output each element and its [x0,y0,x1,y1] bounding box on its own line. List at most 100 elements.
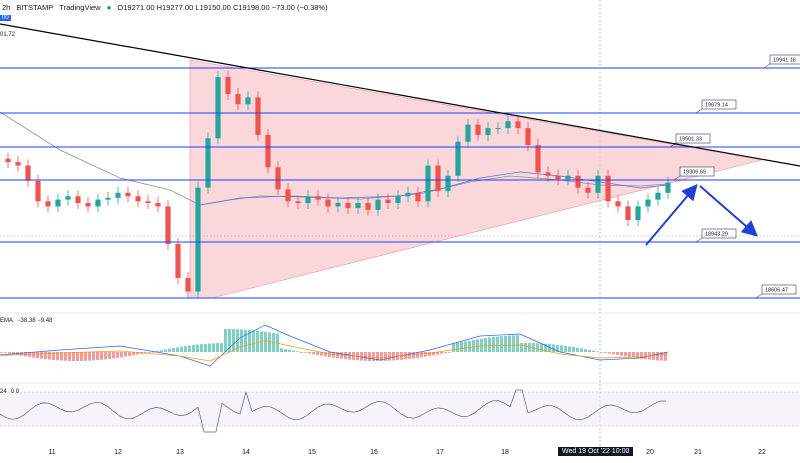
macd-histogram-bar [420,352,423,358]
macd-histogram-bar [340,352,343,359]
macd-histogram-bar [448,352,451,353]
interval-label[interactable]: 2h [2,2,11,12]
macd-histogram-bar [268,332,271,352]
macd-histogram-bar [204,343,207,352]
grid-lines [0,0,800,446]
macd-histogram-bar [212,343,215,352]
candle-body [345,203,351,209]
macd-histogram-bar [64,352,67,361]
level-label: 19501.33 [679,137,702,143]
price-axis-fragment-top: 00 [0,15,11,21]
descending-trendline [0,23,800,167]
candle-body [325,199,331,207]
macd-histogram-bar [196,344,199,352]
time-axis-tick-label: 13 [176,449,184,456]
macd-histogram-bar [136,352,139,355]
macd-histogram-bar [460,342,463,352]
macd-histogram-bar [504,335,507,352]
macd-histogram-bar [608,352,611,354]
macd-histogram-bar [228,329,231,352]
time-axis-tick-label: 18 [501,449,509,456]
time-axis-tick-label: 14 [242,449,250,456]
macd-histogram-bar [312,352,315,355]
macd-histogram-bar [232,329,235,352]
macd-histogram-bar [556,344,559,352]
macd-histogram-bar [588,349,591,352]
macd-histogram-bar [652,352,655,361]
macd-histogram-bar [512,335,515,352]
macd-histogram-bar [632,352,635,358]
macd-histogram-bar [144,352,147,354]
macd-histogram-bar [496,336,499,352]
candle-body [25,165,31,181]
candle-body [635,206,641,221]
macd-histogram-bar [88,352,91,361]
macd-histogram-bar [36,352,39,359]
macd-histogram-bar [20,352,23,356]
candle-body [85,203,91,207]
macd-histogram-bar [276,333,279,352]
macd-histogram-bar [168,348,171,352]
macd-histogram-bar [516,335,519,352]
candle-body [175,243,181,278]
macd-histogram-bar [604,352,607,353]
macd-histogram-bar [304,352,307,353]
macd-histogram-bar [128,352,131,356]
level-label-box [679,166,715,177]
macd-histogram-bar [216,343,219,352]
candle-body [185,277,191,292]
candle-body [215,77,221,139]
macd-histogram-bar [184,346,187,352]
time-axis-tick-label: 21 [694,449,702,456]
macd-histogram-bar [452,343,455,352]
macd-histogram-bar [148,352,151,353]
macd-histogram-bar [596,351,599,353]
candle-body [255,97,261,135]
level-label-box [761,284,797,295]
macd-histogram-bar [372,352,375,361]
candle-body [645,199,651,207]
level-label-pointer [695,108,703,114]
macd-histogram-bar [240,329,243,352]
candle-body [455,141,461,176]
candle-body [575,175,581,188]
macd-histogram-bar [524,343,527,352]
level-label: 18943.29 [705,232,728,238]
level-label-box [701,99,737,110]
macd-histogram-bar [500,336,503,352]
macd-histogram-bar [644,352,647,360]
candle-body [385,199,391,204]
macd-histogram-bar [344,352,347,360]
macd-histogram-bar [476,339,479,352]
candle-body [535,145,541,173]
candle-body [305,196,311,204]
candle-body [275,167,281,190]
candle-body [145,201,151,204]
macd-histogram-bar [368,352,371,361]
macd-histogram-bar [540,343,543,352]
symbol-header: 2h BITSTAMP TradingView ● O19271.00 H192… [0,0,800,14]
macd-histogram-bar [548,344,551,352]
macd-histogram-bar [428,352,431,356]
candle-body [135,196,141,202]
macd-histogram-bar [60,352,63,361]
macd-histogram-bar [384,352,387,361]
rsi-line [0,389,667,433]
level-label: 18606.47 [765,288,788,294]
macd-histogram-bar [124,352,127,357]
candle-body [355,203,361,209]
candle-body [5,158,11,163]
candle-body [95,199,101,207]
macd-histogram-bar [192,345,195,352]
macd-histogram-bar [120,352,123,358]
candles [5,71,671,298]
candle-body [35,180,41,202]
rsi-panel [0,389,800,433]
macd-histogram-bar [636,352,639,359]
macd-histogram-bar [536,343,539,352]
macd-histogram-bar [12,352,15,355]
macd-label: EMA [0,318,14,324]
candle-body [375,199,381,210]
